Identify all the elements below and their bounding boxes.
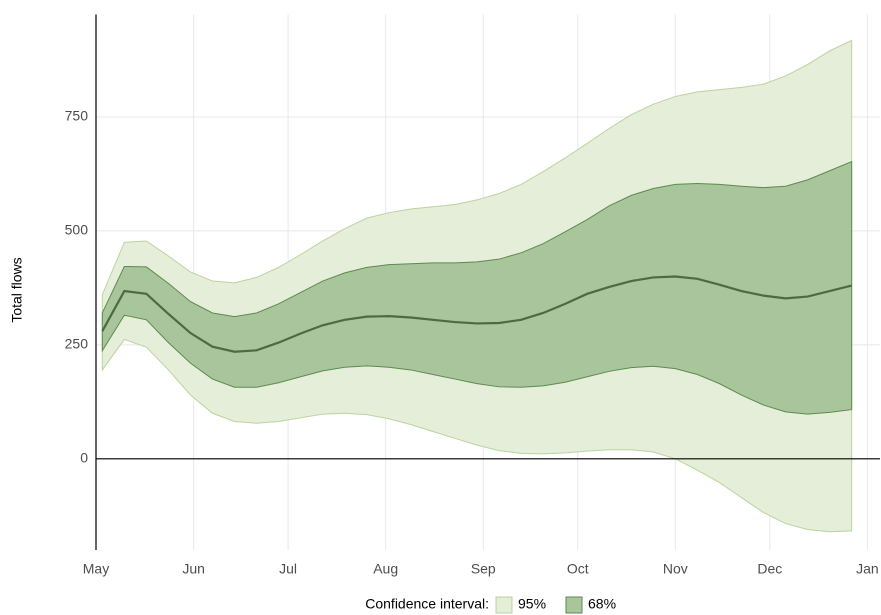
legend-key	[565, 596, 583, 614]
x-tick-label: Dec	[757, 561, 782, 577]
x-tick-label: Oct	[567, 561, 589, 577]
x-tick-label: Nov	[663, 561, 688, 577]
legend-title: Confidence interval:	[365, 596, 489, 612]
y-tick-label: 0	[80, 450, 88, 466]
legend-label: 95%	[518, 596, 546, 612]
x-tick-label: Jun	[182, 561, 205, 577]
legend-label: 68%	[588, 596, 616, 612]
y-tick-label: 500	[65, 222, 89, 238]
x-tick-label: Jul	[279, 561, 297, 577]
confidence-band	[101, 160, 853, 415]
median-line	[101, 275, 852, 353]
y-tick-label: 250	[65, 336, 89, 352]
x-tick-label: Jan	[856, 561, 879, 577]
legend-key	[495, 596, 513, 614]
x-tick-label: May	[83, 561, 109, 577]
y-axis-label: Total flows	[9, 257, 25, 322]
y-tick-label: 750	[65, 108, 89, 124]
x-tick-label: Aug	[373, 561, 398, 577]
x-tick-label: Sep	[471, 561, 496, 577]
